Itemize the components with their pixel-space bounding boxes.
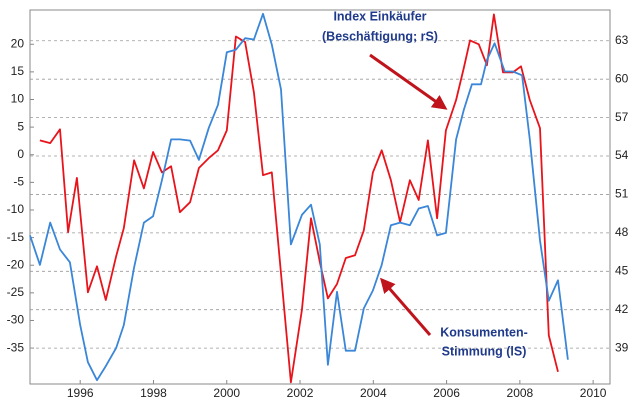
y2-tick-label: 51	[615, 187, 629, 201]
x-tick-label: 2010	[580, 386, 607, 400]
y2-tick-label: 57	[615, 110, 629, 124]
series-line	[29, 12, 569, 382]
x-tick-label: 2006	[433, 386, 460, 400]
y-tick-label: -25	[7, 285, 25, 299]
series-line	[39, 13, 559, 384]
y-tick-label: -5	[13, 175, 24, 189]
plot-frame	[29, 9, 611, 385]
y2-tick-label: 42	[615, 302, 629, 316]
y-tick-label: -20	[7, 257, 25, 271]
annotation: Stimmung (lS)	[442, 344, 527, 358]
annotation: Konsumenten-	[440, 325, 528, 339]
lines	[29, 12, 569, 384]
x-tick-label: 2008	[507, 386, 534, 400]
y-tick-label: -15	[7, 230, 25, 244]
x-tick-label: 1998	[140, 386, 167, 400]
y-tick-label: -10	[7, 202, 25, 216]
labels: 20 15 10 5 0 -5 -10 -15 -20 -25 -30 -35 63 60 57 54 51 48…	[7, 33, 629, 400]
y-tick-label: 0	[17, 147, 24, 161]
x-tick-label: 2002	[287, 386, 314, 400]
y-tick-label: 5	[17, 119, 24, 133]
x-tick-label: 2000	[213, 386, 240, 400]
annotation: Index Einkäufer	[333, 9, 426, 23]
y-tick-label: 10	[11, 92, 25, 106]
x-tick-label: 2004	[360, 386, 387, 400]
arrow	[380, 277, 432, 336]
y-tick-label: 15	[11, 64, 25, 78]
arrow	[369, 53, 448, 110]
y-tick-label: -30	[7, 313, 25, 327]
y2-tick-label: 60	[615, 71, 629, 85]
y-tick-label: -35	[7, 340, 25, 354]
y2-tick-label: 45	[615, 263, 629, 277]
annotation: (Beschäftigung; rS)	[322, 29, 438, 43]
y2-tick-label: 39	[615, 340, 629, 354]
y2-tick-label: 63	[615, 33, 629, 47]
y2-tick-label: 48	[615, 225, 629, 239]
y-tick-label: 20	[11, 36, 25, 50]
x-tick-label: 1996	[67, 386, 94, 400]
y2-tick-label: 54	[615, 148, 629, 162]
